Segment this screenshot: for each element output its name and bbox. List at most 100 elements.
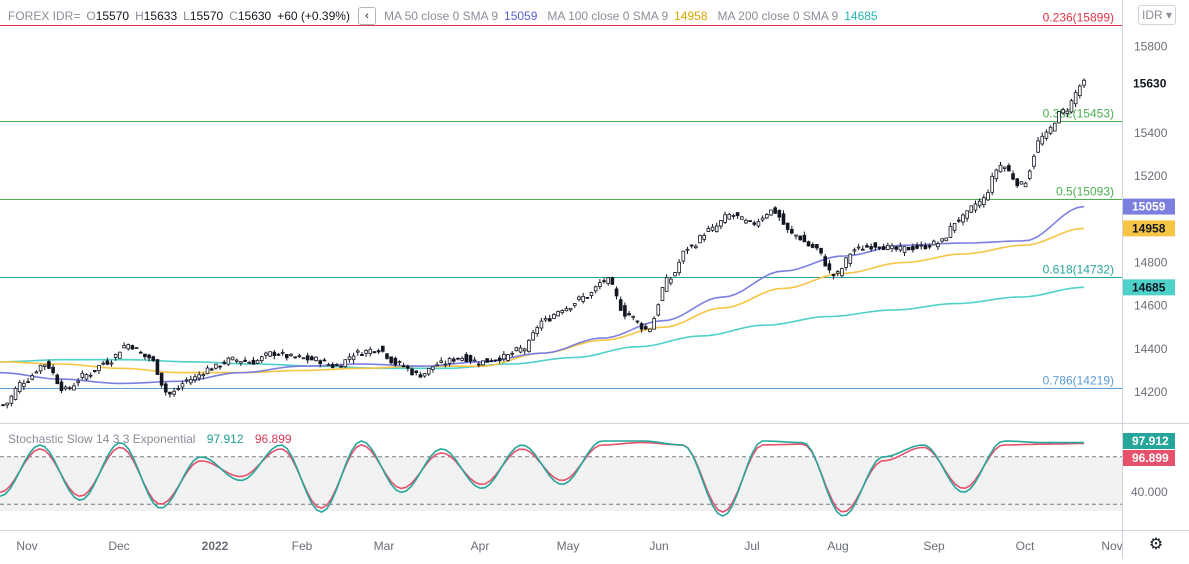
candle-body xyxy=(234,359,239,362)
candle-body xyxy=(193,376,197,381)
candle-body xyxy=(986,192,990,201)
candle-body xyxy=(564,308,569,312)
candle-body xyxy=(698,235,702,244)
candle-body xyxy=(447,358,452,364)
price-badge-bg xyxy=(1123,220,1175,237)
candle-body xyxy=(126,344,131,350)
price-badge-label: 15059 xyxy=(1132,200,1166,214)
candle-body xyxy=(397,361,402,364)
candle-body xyxy=(598,282,602,287)
candle-body xyxy=(848,253,853,264)
candle-body xyxy=(243,359,247,362)
ma50-label[interactable]: MA 50 close 0 SMA 9 xyxy=(383,9,499,23)
candle-body xyxy=(101,362,105,365)
candle-body xyxy=(773,207,777,214)
candle-body xyxy=(1078,85,1082,96)
candle-body xyxy=(552,314,556,319)
candle-body xyxy=(760,217,765,221)
symbol-label[interactable]: FOREX IDR= xyxy=(8,9,81,23)
candle-body xyxy=(806,241,811,247)
candle-body xyxy=(522,348,527,352)
candle-body xyxy=(998,164,1003,173)
collapse-legend-button[interactable]: ‹ xyxy=(357,7,376,25)
candle-body xyxy=(493,359,498,362)
candle-body xyxy=(310,356,314,361)
candle-body xyxy=(197,374,201,379)
candle-body xyxy=(293,356,297,359)
candle-body xyxy=(134,347,139,350)
ma200-value: 14685 xyxy=(844,9,878,23)
open-label: O xyxy=(86,9,96,23)
candle-body xyxy=(226,357,231,365)
candle-body xyxy=(982,197,986,205)
y-tick-label: 14200 xyxy=(1134,385,1168,399)
candle-body xyxy=(1044,131,1049,139)
candle-body xyxy=(961,214,965,223)
candle-body xyxy=(360,353,364,357)
candle-body xyxy=(301,357,306,360)
candle-body xyxy=(906,246,911,251)
candle-body xyxy=(105,360,110,365)
candle-body xyxy=(898,245,903,251)
candle-body xyxy=(547,318,552,322)
candle-body xyxy=(902,246,907,253)
candle-body xyxy=(209,368,214,371)
candle-body xyxy=(172,390,176,395)
candle-body xyxy=(230,356,235,361)
candle-body xyxy=(255,359,260,364)
stochastic-label[interactable]: Stochastic Slow 14 3 3 Exponential xyxy=(8,432,196,446)
ma100-label[interactable]: MA 100 close 0 SMA 9 xyxy=(547,9,669,23)
candle-body xyxy=(222,361,227,364)
candle-body xyxy=(189,379,193,384)
candle-body xyxy=(539,320,544,329)
ma200-line xyxy=(0,286,1085,370)
candle-body xyxy=(1011,173,1015,180)
candle-body xyxy=(723,214,727,223)
y-tick-label: 15200 xyxy=(1134,169,1168,183)
candle-body xyxy=(911,246,915,251)
candle-body xyxy=(593,286,598,292)
x-tick-label: Mar xyxy=(374,539,395,553)
candle-body xyxy=(1048,126,1053,134)
candle-body xyxy=(485,358,489,363)
candle-body xyxy=(852,249,857,252)
candle-body xyxy=(865,245,869,248)
candle-body xyxy=(481,360,485,366)
y-tick-label: 14600 xyxy=(1134,299,1168,313)
candle-body xyxy=(489,360,494,362)
currency-selector[interactable]: IDR ▾ xyxy=(1138,5,1176,25)
candle-body xyxy=(5,402,9,406)
candle-body xyxy=(823,256,828,267)
candle-body xyxy=(781,213,786,225)
fib-label: 0.786(14219) xyxy=(1043,374,1114,388)
high-label: H xyxy=(135,9,144,23)
candle-body xyxy=(944,237,949,242)
candle-body xyxy=(9,395,14,404)
candle-body xyxy=(856,246,861,249)
ma50-line xyxy=(0,205,1085,385)
candle-body xyxy=(59,381,64,392)
candle-body xyxy=(1002,166,1007,169)
x-tick-label: Nov xyxy=(16,539,37,553)
candle-body xyxy=(426,367,431,375)
candle-body xyxy=(652,318,656,330)
ma200-label[interactable]: MA 200 close 0 SMA 9 xyxy=(717,9,839,23)
x-tick-label: Apr xyxy=(471,539,490,553)
candle-body xyxy=(55,374,60,385)
candle-body xyxy=(347,356,352,360)
candle-body xyxy=(735,212,740,217)
ohlc-legend: FOREX IDR= O 15570 H 15633 L 15570 C 15630 +… xyxy=(8,7,878,25)
candle-body xyxy=(915,244,919,249)
candle-body xyxy=(673,272,677,277)
candle-body xyxy=(819,247,823,254)
ma50-value: 15059 xyxy=(504,9,538,23)
x-tick-label: Sep xyxy=(923,539,945,553)
candle-body xyxy=(109,362,114,365)
settings-gear-icon[interactable]: ⚙ xyxy=(1148,536,1164,553)
candle-body xyxy=(376,350,381,353)
candle-body xyxy=(969,205,974,213)
candle-body xyxy=(585,297,590,299)
candle-body xyxy=(589,292,594,296)
